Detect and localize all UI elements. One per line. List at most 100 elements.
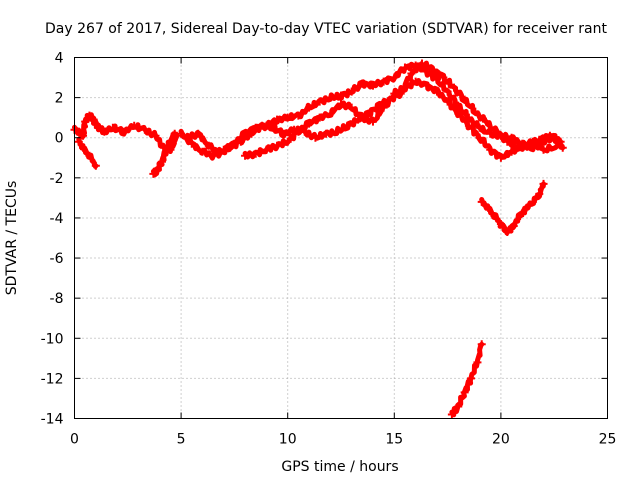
x-tick-label: 20 (492, 432, 510, 448)
data-point (74, 127, 83, 136)
data-point (247, 129, 256, 138)
data-point (343, 121, 352, 130)
data-point (311, 133, 320, 142)
data-point (347, 103, 356, 112)
data-point (443, 87, 452, 96)
data-series (76, 136, 99, 169)
grid (74, 57, 608, 419)
data-point (535, 135, 544, 144)
data-point (273, 115, 282, 124)
data-point (368, 81, 377, 90)
data-point (475, 133, 484, 142)
y-tick-label: 4 (55, 51, 64, 67)
data-point (556, 137, 565, 146)
data-point (262, 145, 271, 154)
data-point (187, 139, 196, 148)
data-point (108, 123, 117, 132)
x-tick-label: 15 (385, 432, 403, 448)
x-tick-label: 5 (177, 432, 186, 448)
data-point (283, 137, 292, 146)
data-point (209, 151, 218, 160)
y-tick-label: -10 (41, 331, 64, 347)
data-point (204, 141, 213, 150)
data-point (528, 197, 537, 206)
data-point (162, 145, 171, 154)
data-point (258, 121, 267, 130)
data-point (279, 129, 288, 138)
data-point (273, 141, 282, 150)
data-point (140, 125, 149, 134)
data-point (151, 131, 160, 140)
plot-frame (74, 57, 608, 419)
data-point (241, 151, 250, 160)
data-point (364, 109, 373, 118)
data-point (484, 203, 493, 212)
data-point (464, 121, 473, 130)
data-point (305, 119, 314, 128)
y-tick-label: 2 (55, 91, 64, 107)
y-tick-label: -2 (50, 171, 64, 187)
data-point (368, 117, 377, 126)
data-point (93, 123, 102, 132)
data-point (454, 109, 463, 118)
data-point (332, 127, 341, 136)
data-point (85, 151, 94, 160)
data-point (477, 340, 486, 349)
data-point (447, 410, 456, 419)
data-point (177, 129, 186, 138)
y-axis-label: SDTVAR / TECUs (4, 181, 20, 296)
y-tick-label: -14 (41, 412, 64, 428)
data-point (337, 99, 345, 108)
data-point (315, 97, 324, 106)
data-point (411, 77, 420, 86)
data-point (507, 147, 516, 156)
data-point (407, 69, 416, 78)
data-point (486, 145, 495, 154)
data-point (74, 137, 83, 146)
data-point (81, 117, 90, 126)
data-point (294, 111, 303, 120)
y-tick-label: -6 (50, 251, 64, 267)
y-tick-label: -8 (50, 291, 64, 307)
data-series (449, 341, 485, 418)
data-point (183, 133, 192, 142)
y-tick-label: -12 (41, 371, 64, 387)
data-point (130, 121, 139, 130)
y-tick-label: -4 (50, 211, 64, 227)
data-point (347, 87, 356, 96)
data-point (481, 117, 490, 126)
data-point (283, 113, 292, 122)
data-point (91, 161, 100, 170)
data-point (496, 219, 505, 228)
data-point (477, 197, 486, 206)
data-point (443, 97, 452, 106)
data-point (467, 374, 476, 383)
data-point (149, 169, 158, 178)
data-point (194, 129, 203, 138)
data-point (386, 95, 395, 104)
data-point (490, 211, 499, 220)
data-point (492, 127, 501, 136)
data-point (460, 388, 469, 397)
data-point (119, 127, 128, 136)
series-layer (70, 59, 567, 419)
data-point (503, 137, 512, 146)
data-point (539, 179, 548, 188)
data-point (305, 103, 314, 112)
data-point (326, 109, 335, 118)
data-point (85, 111, 94, 120)
data-point (460, 95, 469, 104)
x-axis-label: GPS time / hours (281, 459, 398, 475)
data-point (236, 137, 245, 146)
data-point (79, 143, 88, 152)
data-point (226, 143, 235, 152)
data-point (503, 227, 512, 236)
data-point (300, 127, 309, 136)
data-point (396, 89, 405, 98)
data-point (449, 83, 458, 92)
data-point (379, 77, 388, 86)
data-point (153, 165, 162, 174)
data-point (337, 91, 345, 100)
